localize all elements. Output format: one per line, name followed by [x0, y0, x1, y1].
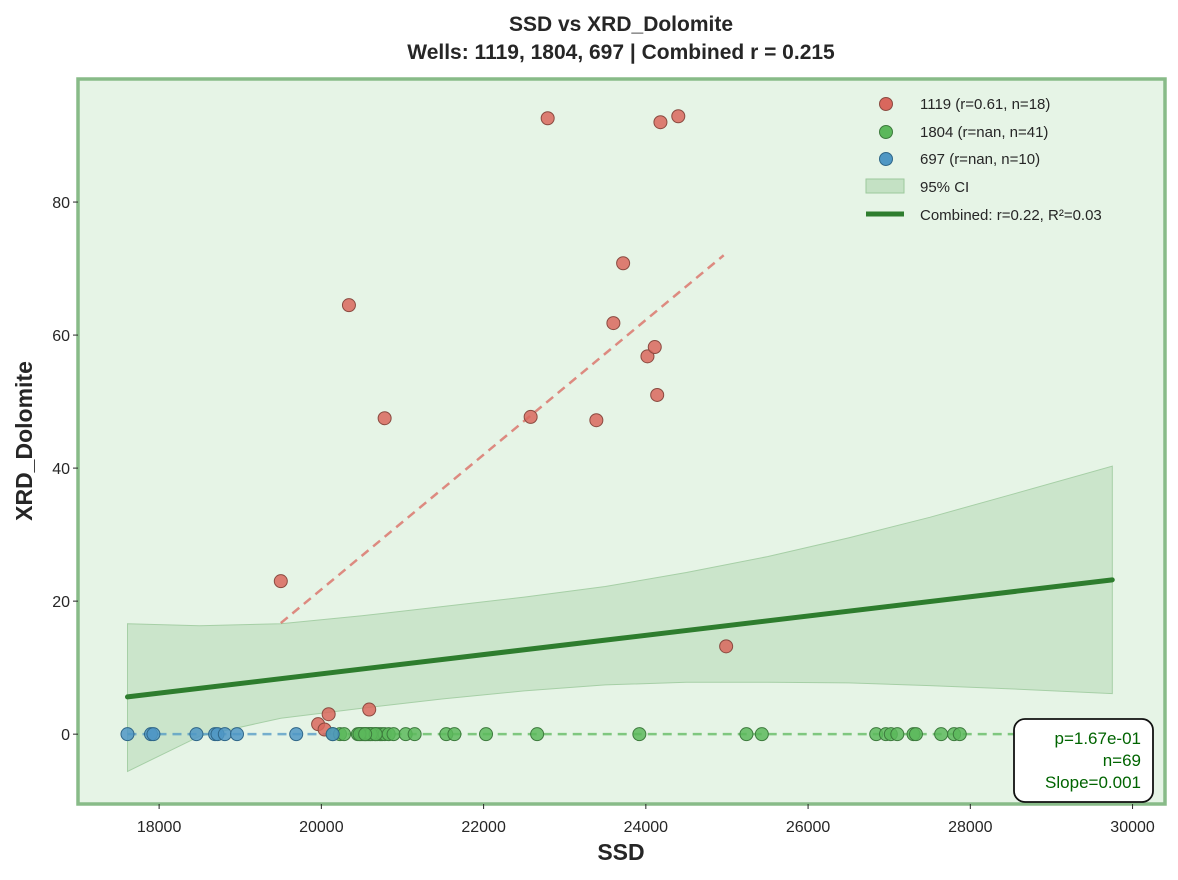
combined-fit-line	[124, 577, 1115, 700]
point-series-1-22	[447, 727, 462, 742]
y-tick-label: 0	[61, 727, 70, 744]
legend: 1119 (r=0.61, n=18) 1804 (r=nan, n=41) 6…	[865, 96, 1102, 224]
x-tick-label: 20000	[299, 819, 344, 836]
point-series-0-8	[540, 111, 555, 126]
combined-fit-layer	[124, 577, 1115, 700]
point-series-2-0	[120, 727, 135, 742]
points-layer	[120, 109, 967, 742]
legend-label-697: 697 (r=nan, n=10)	[920, 151, 1040, 168]
point-series-2-6	[217, 727, 232, 742]
legend-marker-ci	[865, 178, 905, 194]
x-tick-label: 26000	[786, 819, 831, 836]
point-series-1-40	[358, 727, 373, 742]
point-series-1-25	[632, 727, 647, 742]
point-series-1-36	[890, 727, 905, 742]
legend-label-ci: 95% CI	[920, 179, 969, 196]
point-series-1-24	[530, 727, 545, 742]
point-series-0-4	[341, 298, 356, 313]
point-series-1-20	[407, 727, 422, 742]
point-series-2-8	[289, 727, 304, 742]
point-series-0-14	[650, 387, 665, 402]
y-axis-label: XRD_Dolomite	[11, 361, 37, 521]
y-tick-label: 80	[52, 195, 70, 212]
legend-label-1804: 1804 (r=nan, n=41)	[920, 124, 1048, 141]
x-axis-label: SSD	[597, 839, 644, 865]
legend-marker-697	[879, 152, 893, 166]
point-series-2-7	[229, 727, 244, 742]
point-series-0-3	[321, 707, 336, 722]
y-tick-label: 60	[52, 328, 70, 345]
stats-n: n=69	[1103, 751, 1141, 770]
point-series-0-12	[640, 349, 655, 364]
legend-marker-1804	[879, 125, 893, 139]
point-series-1-18	[386, 727, 401, 742]
point-series-0-15	[653, 115, 668, 130]
legend-label-fit: Combined: r=0.22, R²=0.03	[920, 207, 1102, 224]
y-tick-label: 40	[52, 461, 70, 478]
point-series-2-3	[189, 727, 204, 742]
legend-marker-1119	[879, 97, 893, 111]
point-series-1-27	[754, 727, 769, 742]
y-axis-ticks: 0 20 40 60 80	[52, 195, 78, 744]
point-series-0-16	[671, 109, 686, 124]
point-series-2-2	[146, 727, 161, 742]
chart-title: SSD vs XRD_Dolomite	[509, 13, 733, 36]
chart-subtitle: Wells: 1119, 1804, 697 | Combined r = 0.…	[407, 41, 835, 64]
x-tick-label: 22000	[461, 819, 506, 836]
x-tick-label: 28000	[948, 819, 993, 836]
point-series-0-0	[273, 574, 288, 589]
point-series-0-10	[606, 316, 621, 331]
stats-p-value: p=1.67e-01	[1055, 729, 1142, 748]
x-tick-label: 24000	[624, 819, 669, 836]
legend-label-1119: 1119 (r=0.61, n=18)	[920, 96, 1050, 113]
point-series-0-9	[589, 413, 604, 428]
x-axis-ticks: 18000 20000 22000 24000 26000 28000 30000	[137, 804, 1155, 836]
plot-frame	[76, 77, 1167, 806]
x-tick-label: 30000	[1110, 819, 1155, 836]
ci-band-layer	[127, 465, 1113, 773]
stats-box: p=1.67e-01 n=69 Slope=0.001	[1013, 718, 1154, 803]
point-series-2-9	[325, 727, 340, 742]
point-series-1-23	[479, 727, 494, 742]
ci-band	[127, 465, 1113, 773]
point-series-1-35	[952, 727, 967, 742]
point-series-0-6	[377, 411, 392, 426]
stats-box-frame	[1013, 718, 1154, 803]
point-series-1-32	[908, 727, 923, 742]
point-series-0-5	[362, 702, 377, 717]
point-series-0-17	[719, 639, 734, 654]
y-tick-label: 20	[52, 594, 70, 611]
x-tick-label: 18000	[137, 819, 182, 836]
point-series-0-11	[616, 256, 631, 271]
point-series-0-7	[523, 409, 538, 424]
stats-slope: Slope=0.001	[1045, 773, 1141, 792]
trend-line-0	[279, 254, 725, 625]
point-series-0-13	[647, 340, 662, 355]
point-series-1-33	[934, 727, 949, 742]
point-series-1-26	[739, 727, 754, 742]
